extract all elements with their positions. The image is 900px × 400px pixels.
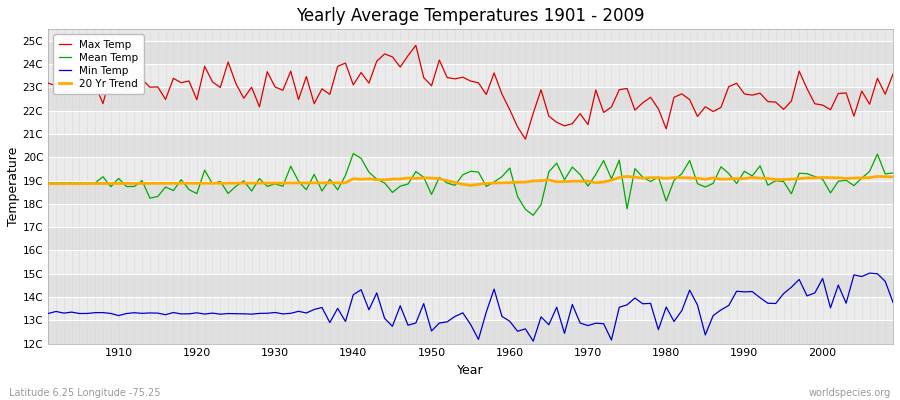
Line: Max Temp: Max Temp xyxy=(49,45,893,139)
Min Temp xyxy=(43,311,54,316)
Min Temp xyxy=(606,338,616,342)
Max Temp xyxy=(520,137,531,142)
Legend: Max Temp, Mean Temp, Min Temp, 20 Yr Trend: Max Temp, Mean Temp, Min Temp, 20 Yr Tre… xyxy=(53,34,144,94)
Bar xyxy=(49,157,893,181)
20 Yr Trend xyxy=(872,174,883,179)
Mean Temp xyxy=(527,213,538,218)
20 Yr Trend xyxy=(606,178,616,183)
Bar xyxy=(49,274,893,297)
Min Temp xyxy=(864,271,875,276)
Bar xyxy=(49,88,893,111)
Bar xyxy=(49,227,893,250)
Min Temp xyxy=(527,339,538,344)
Mean Temp xyxy=(512,194,523,199)
20 Yr Trend xyxy=(324,180,335,185)
Bar xyxy=(49,41,893,64)
Max Temp xyxy=(43,81,54,86)
Min Temp xyxy=(324,320,335,325)
Min Temp xyxy=(497,314,508,319)
Min Temp xyxy=(504,319,515,324)
20 Yr Trend xyxy=(43,181,54,186)
20 Yr Trend xyxy=(105,181,116,186)
20 Yr Trend xyxy=(277,180,288,185)
Bar xyxy=(49,64,893,88)
20 Yr Trend xyxy=(512,180,523,185)
Text: Latitude 6.25 Longitude -75.25: Latitude 6.25 Longitude -75.25 xyxy=(9,388,160,398)
Min Temp xyxy=(277,312,288,316)
Title: Yearly Average Temperatures 1901 - 2009: Yearly Average Temperatures 1901 - 2009 xyxy=(296,7,645,25)
Min Temp xyxy=(105,311,116,316)
20 Yr Trend xyxy=(465,183,476,188)
Mean Temp xyxy=(105,184,116,189)
Max Temp xyxy=(614,87,625,92)
Mean Temp xyxy=(504,166,515,170)
Bar xyxy=(49,111,893,134)
X-axis label: Year: Year xyxy=(457,364,484,377)
Bar xyxy=(49,134,893,157)
Max Temp xyxy=(512,124,523,129)
Max Temp xyxy=(324,92,335,97)
Line: Min Temp: Min Temp xyxy=(49,273,893,341)
Mean Temp xyxy=(277,184,288,189)
Text: worldspecies.org: worldspecies.org xyxy=(809,388,891,398)
Bar xyxy=(49,181,893,204)
Max Temp xyxy=(504,107,515,112)
Min Temp xyxy=(887,300,898,305)
20 Yr Trend xyxy=(504,180,515,185)
Mean Temp xyxy=(887,170,898,175)
Bar xyxy=(49,297,893,320)
Mean Temp xyxy=(324,177,335,182)
Y-axis label: Temperature: Temperature xyxy=(7,147,20,226)
Line: Mean Temp: Mean Temp xyxy=(49,154,893,215)
Max Temp xyxy=(105,72,116,77)
20 Yr Trend xyxy=(887,174,898,179)
Mean Temp xyxy=(43,180,54,185)
Line: 20 Yr Trend: 20 Yr Trend xyxy=(49,176,893,186)
Bar xyxy=(49,250,893,274)
Mean Temp xyxy=(348,151,359,156)
Bar xyxy=(49,204,893,227)
Max Temp xyxy=(887,72,898,76)
Max Temp xyxy=(410,43,421,48)
Bar xyxy=(49,320,893,344)
Max Temp xyxy=(277,88,288,93)
Mean Temp xyxy=(614,158,625,162)
